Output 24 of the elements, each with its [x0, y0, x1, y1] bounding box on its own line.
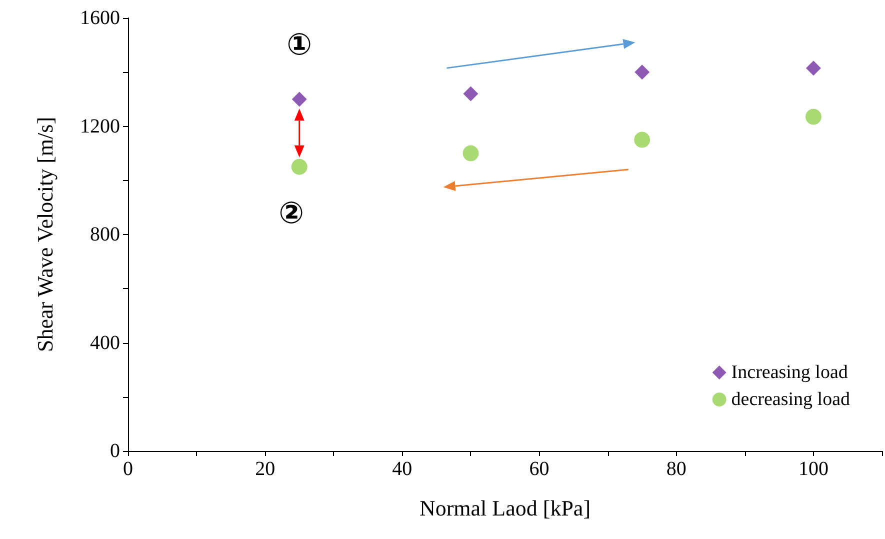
x-tick-label: 60	[529, 458, 550, 480]
y-tick-label: 800	[90, 224, 120, 246]
annotation: ②	[278, 196, 304, 232]
point	[292, 92, 307, 107]
point	[634, 132, 650, 148]
x-tick-label: 40	[392, 458, 412, 480]
x-tick-label: 20	[255, 458, 276, 480]
x-axis-title: Normal Laod [kPa]	[419, 496, 591, 520]
y-tick-label: 0	[110, 440, 120, 462]
y-tick-label: 400	[90, 332, 120, 354]
annotation: ①	[286, 27, 312, 62]
point	[462, 145, 479, 162]
y-tick-label: 1600	[80, 7, 120, 29]
legend-label: decreasing load	[731, 389, 850, 410]
point	[806, 60, 821, 76]
point	[634, 64, 650, 80]
x-tick-label: 80	[666, 458, 686, 480]
y-axis-title: Shear Wave Velocity [m/s]	[32, 116, 58, 352]
point	[463, 86, 478, 102]
y-tick-label: 1200	[80, 115, 120, 138]
point	[805, 108, 822, 125]
x-tick-label: 100	[798, 458, 828, 480]
legend-label: Increasing load	[731, 362, 848, 383]
point	[291, 158, 308, 175]
